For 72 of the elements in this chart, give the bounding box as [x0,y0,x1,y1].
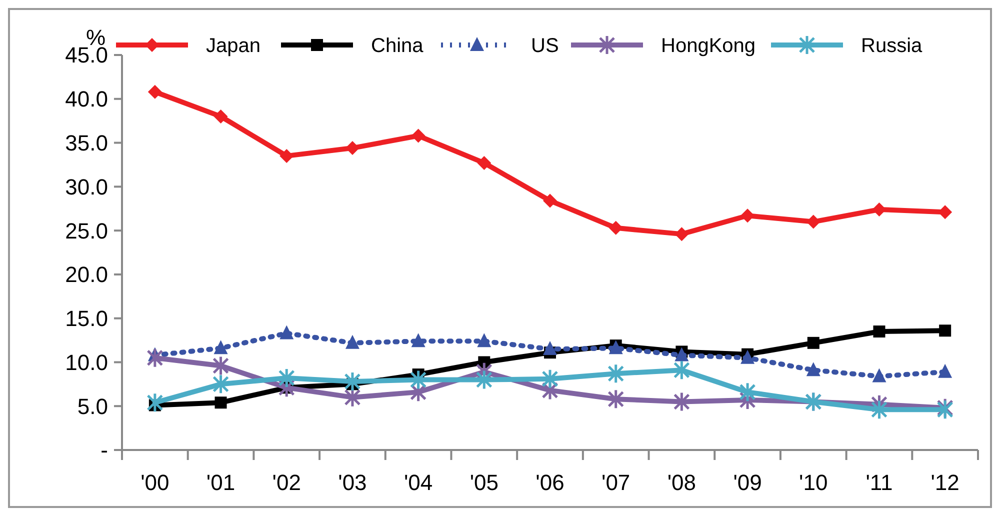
x-tick-label: '09 [733,470,762,495]
point [410,370,427,390]
point [674,347,689,362]
point [345,334,360,349]
point [477,156,492,170]
point [872,202,886,216]
point [938,205,952,220]
x-tick-label: '07 [602,470,630,495]
legend-label: China [371,35,424,57]
x-tick-label: '00 [140,470,170,495]
legend-label: Japan [206,35,260,57]
point [806,214,820,229]
point [411,333,426,348]
point [278,368,295,388]
point [146,392,164,413]
point [345,141,360,156]
y-tick-label: 5.0 [77,394,108,419]
x-tick-label: '02 [272,470,301,495]
legend-label: HongKong [661,35,756,57]
y-tick-label: 25.0 [65,218,108,244]
point [280,148,294,163]
x-tick-label: '06 [536,470,564,495]
x-tick-label: '04 [404,470,433,495]
point [740,350,755,364]
point [807,336,820,349]
x-tick-label: '03 [338,470,367,495]
point [411,128,426,143]
point [870,399,888,420]
x-tick-label: '11 [866,470,893,495]
point [806,362,820,376]
point [674,227,689,242]
y-tick-label: 40.0 [65,86,108,112]
point [543,194,557,208]
point [214,109,228,124]
x-tick-label: '10 [799,470,828,495]
x-tick-label: '01 [206,470,236,495]
y-tick-label: 10.0 [65,350,108,375]
point [344,387,361,408]
point [212,355,230,376]
x-tick-label: '08 [667,470,696,495]
point [938,364,952,378]
y-tick-label: 35.0 [65,130,108,156]
point [212,374,230,394]
point [477,333,492,348]
point [740,208,755,223]
point [608,220,623,235]
point [543,341,557,356]
x-tick-label: '05 [470,470,498,495]
x-tick-label: '12 [930,470,960,495]
point [739,382,756,402]
y-tick-label: 30.0 [65,174,108,200]
legend-label: US [531,35,559,57]
point [608,340,623,354]
point [280,325,294,340]
y-tick-label: - [100,438,108,463]
point [146,348,164,368]
point [872,368,886,382]
point [476,370,492,390]
point [673,391,690,412]
point [148,84,162,99]
point [214,340,228,354]
point [673,360,690,380]
y-tick-label: 20.0 [65,262,108,288]
point [542,368,558,390]
y-tick-label: 15.0 [65,306,108,332]
point [214,396,227,409]
point [608,363,624,384]
point [344,371,361,392]
legend-label: Russia [861,35,924,57]
point [873,326,886,338]
point [608,388,624,410]
point [939,324,952,337]
